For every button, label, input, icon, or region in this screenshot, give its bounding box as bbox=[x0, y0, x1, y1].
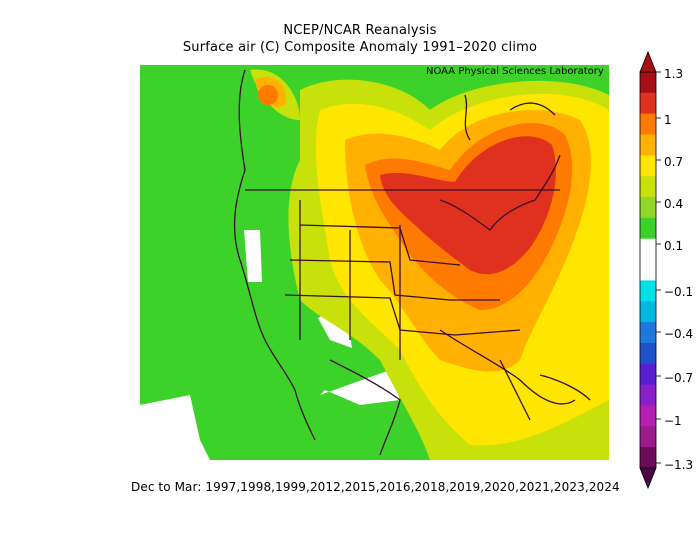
map-borders bbox=[233, 69, 591, 456]
colorbar-tick-1: 1 bbox=[664, 113, 672, 127]
colorbar-swatch bbox=[640, 134, 656, 156]
composite-years-caption: Dec to Mar: 1997,1998,1999,2012,2015,201… bbox=[131, 480, 620, 494]
data-credit: NOAA Physical Sciences Laboratory bbox=[426, 66, 604, 77]
colorbar-swatch bbox=[640, 259, 656, 281]
colorbar-swatch bbox=[640, 92, 656, 115]
colorbar-tick-neg1: −1 bbox=[664, 414, 682, 428]
colorbar-swatch bbox=[640, 426, 656, 448]
map-title: NCEP/NCAR Reanalysis bbox=[283, 23, 437, 38]
colorbar-swatch bbox=[640, 363, 656, 386]
colorbar-swatch bbox=[640, 342, 656, 365]
colorbar-swatch bbox=[640, 155, 656, 177]
colorbar-swatch bbox=[640, 217, 656, 240]
colorbar-swatch bbox=[640, 301, 656, 323]
neutral-zone-california bbox=[244, 230, 262, 282]
colorbar-tick-neg0.7: −0.7 bbox=[664, 371, 694, 385]
colorbar-swatch bbox=[640, 176, 656, 198]
colorbar-swatch bbox=[640, 384, 656, 406]
colorbar-swatch bbox=[640, 447, 656, 469]
neutral-zone-mexico bbox=[320, 370, 400, 405]
colorbar-tick-0.4: 0.4 bbox=[664, 197, 684, 211]
colorbar-swatch bbox=[640, 280, 656, 302]
colorbar-arrow-bottom bbox=[639, 467, 657, 490]
colorbar-tick-neg1.3: −1.3 bbox=[664, 458, 694, 472]
colorbar-swatch bbox=[640, 322, 656, 344]
colorbar-swatch bbox=[640, 238, 656, 261]
colorbar-swatch bbox=[640, 197, 656, 219]
colorbar-tick-neg0.1: −0.1 bbox=[664, 285, 694, 299]
colorbar-swatch bbox=[640, 113, 656, 136]
anomaly-band-1.0-nw bbox=[258, 85, 278, 105]
colorbar-tick-neg0.4: −0.4 bbox=[664, 327, 694, 341]
colorbar-swatch bbox=[640, 405, 656, 427]
colorbar-swatch bbox=[640, 72, 656, 94]
map-subtitle: Surface air (C) Composite Anomaly 1991–2… bbox=[182, 40, 538, 55]
colorbar-tick-0.7: 0.7 bbox=[664, 155, 684, 169]
colorbar-arrow-top bbox=[639, 50, 657, 73]
neutral-zone-sw bbox=[140, 395, 210, 460]
colorbar-tick-0.1: 0.1 bbox=[664, 239, 684, 253]
anomaly-band-1.3 bbox=[380, 136, 556, 275]
colorbar-tick-1.3: 1.3 bbox=[664, 67, 684, 81]
